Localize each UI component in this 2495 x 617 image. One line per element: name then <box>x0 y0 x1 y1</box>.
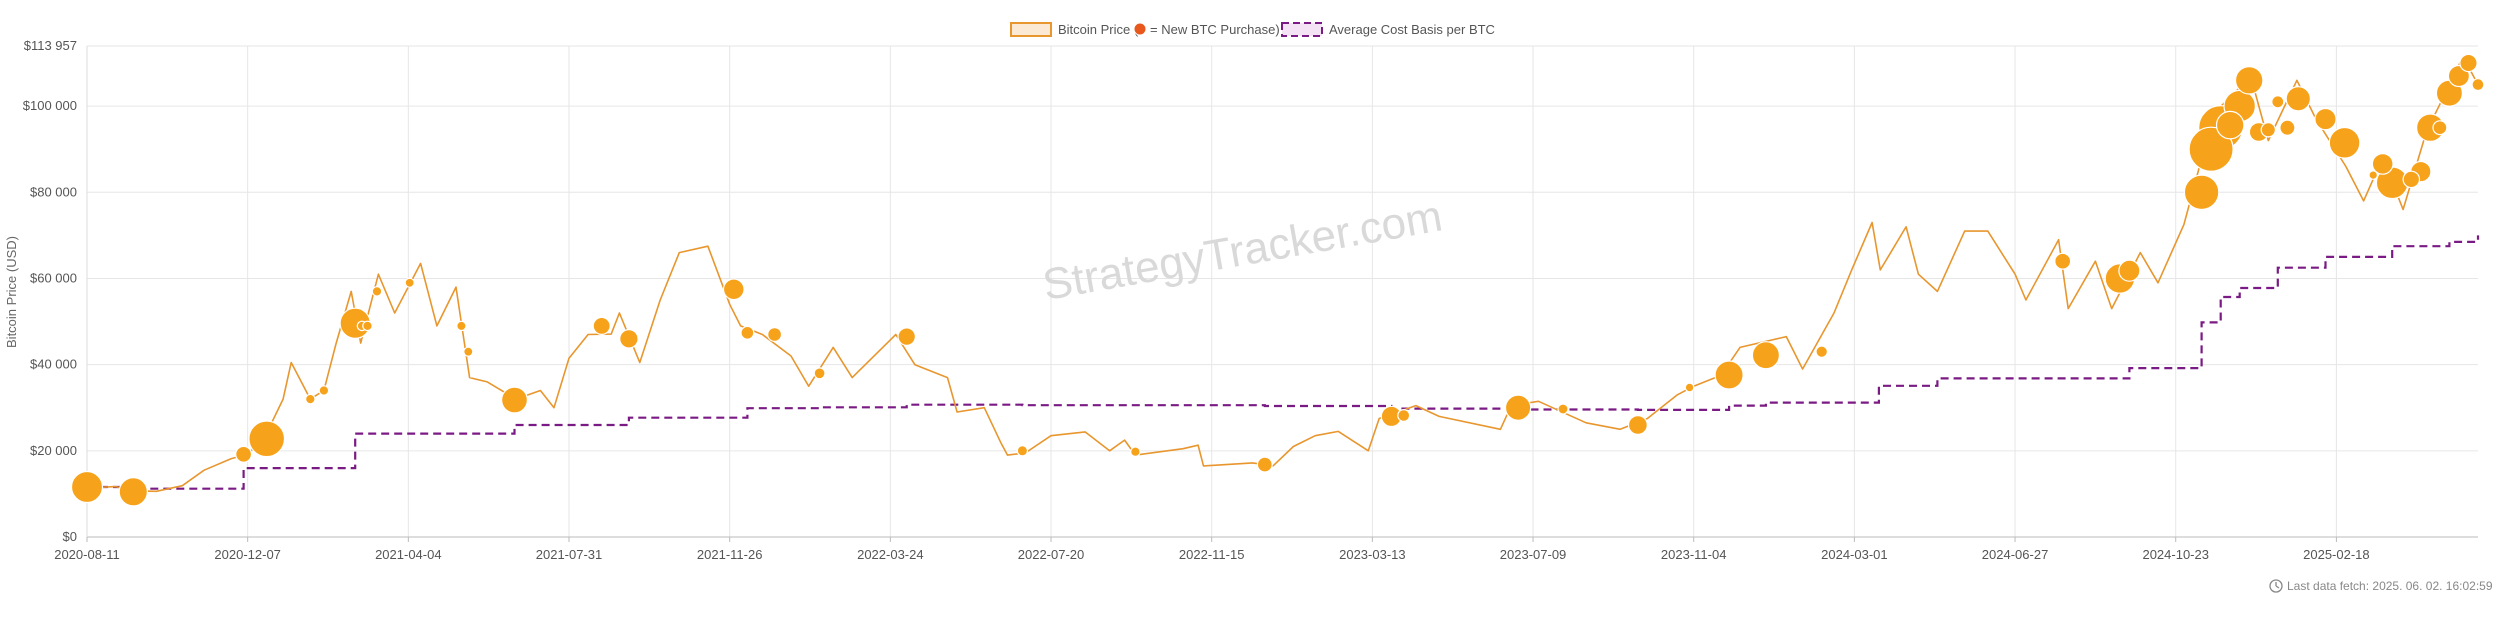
x-tick-label: 2023-07-09 <box>1500 547 1567 562</box>
legend-purchase-marker <box>1133 22 1147 36</box>
purchase-bubble <box>235 445 253 463</box>
purchase-bubble <box>1504 394 1532 421</box>
y-tick-label: $20 000 <box>30 443 77 458</box>
x-tick-label: 2023-03-13 <box>1339 547 1406 562</box>
y-tick-label: $0 <box>63 529 77 544</box>
purchase-bubble <box>2432 120 2448 136</box>
purchase-bubble <box>2118 259 2141 282</box>
purchase-bubble <box>767 327 783 343</box>
x-tick-label: 2020-12-07 <box>214 547 281 562</box>
purchase-bubble <box>304 393 316 405</box>
x-tick-label: 2022-11-15 <box>1179 547 1245 562</box>
axis-layer: $0 $20 000 $40 000 $60 000 $80 000 $100 000 $1… <box>23 38 2478 562</box>
purchase-bubble <box>1016 445 1029 457</box>
purchase-bubble <box>2314 107 2337 131</box>
purchase-bubble <box>2260 122 2276 138</box>
y-axis-title: Bitcoin Price (USD) <box>4 236 19 348</box>
purchase-bubble <box>1714 360 1744 390</box>
x-tick-label: 2021-04-04 <box>375 547 442 562</box>
cost-layer <box>87 235 2480 490</box>
purchase-bubble <box>1751 341 1781 370</box>
purchase-bubble <box>2285 86 2311 112</box>
purchase-bubble <box>722 278 745 301</box>
purchase-bubble <box>2188 126 2234 172</box>
purchase-bubble <box>2402 170 2421 189</box>
y-tick-label: $60 000 <box>30 270 77 285</box>
purchase-bubble <box>2371 152 2394 175</box>
x-tick-label: 2024-03-01 <box>1821 547 1888 562</box>
purchase-bubble <box>404 277 415 288</box>
purchase-bubble <box>2368 170 2378 180</box>
watermark: StrategyTracker.com <box>1039 191 1446 309</box>
purchase-bubble <box>2459 53 2478 73</box>
purchase-bubble <box>2183 174 2220 211</box>
purchase-bubble <box>463 346 474 357</box>
purchase-bubble <box>2271 95 2285 109</box>
x-tick-label: 2023-11-04 <box>1661 547 1727 562</box>
purchase-bubble <box>1684 382 1695 393</box>
purchase-bubble <box>118 477 149 507</box>
y-tick-label: $80 000 <box>30 184 77 199</box>
purchase-bubble <box>362 320 373 332</box>
x-tick-label: 2024-10-23 <box>2142 547 2209 562</box>
clock-icon <box>2269 579 2283 593</box>
x-tick-label: 2022-03-24 <box>857 547 924 562</box>
purchase-bubble <box>619 328 639 349</box>
x-tick-label: 2021-07-31 <box>536 547 603 562</box>
legend-cost-label[interactable]: Average Cost Basis per BTC <box>1329 22 1495 37</box>
purchase-bubble <box>592 316 611 335</box>
purchase-bubble <box>897 327 916 346</box>
purchase-bubble <box>248 420 286 458</box>
legend-cost-swatch[interactable] <box>1281 22 1323 37</box>
legend-price-swatch[interactable] <box>1010 22 1052 37</box>
purchase-bubble <box>70 470 104 504</box>
y-tick-label: $100 000 <box>23 98 77 113</box>
legend[interactable]: Bitcoin Price ( = New BTC Purchase) Aver… <box>1010 22 1495 37</box>
purchase-bubble <box>371 286 383 297</box>
purchase-layer <box>70 53 2485 507</box>
purchase-bubble <box>1130 446 1141 457</box>
footer: Last data fetch: 2025. 06. 02. 16:02:59 <box>2269 579 2493 593</box>
purchase-bubble <box>1256 456 1273 473</box>
purchase-bubble <box>740 325 755 340</box>
purchase-bubble <box>813 367 826 380</box>
purchase-bubble <box>501 386 529 414</box>
grid-layer <box>86 45 2478 538</box>
legend-price-label-suffix[interactable]: = New BTC Purchase) <box>1150 22 1280 37</box>
legend-price-label[interactable]: Bitcoin Price ( <box>1058 22 1139 37</box>
y-tick-label: $113 957 <box>24 38 77 53</box>
purchase-bubble <box>2054 252 2072 270</box>
purchase-bubble <box>1815 345 1828 358</box>
purchase-bubble <box>2328 126 2361 159</box>
purchase-bubble <box>1557 403 1569 415</box>
purchase-bubble <box>2234 66 2264 95</box>
x-tick-label: 2021-11-26 <box>697 547 763 562</box>
price-line <box>86 55 2479 493</box>
price-layer <box>86 55 2479 493</box>
footer-last-fetch: Last data fetch: 2025. 06. 02. 16:02:59 <box>2287 579 2493 593</box>
purchase-bubble <box>2279 119 2296 136</box>
x-tick-label: 2025-02-18 <box>2303 547 2370 562</box>
y-tick-label: $40 000 <box>30 357 77 372</box>
x-tick-label: 2022-07-20 <box>1018 547 1085 562</box>
purchase-bubble <box>456 320 467 332</box>
x-tick-label: 2024-06-27 <box>1982 547 2049 562</box>
purchase-bubble <box>2471 78 2485 92</box>
purchase-bubble <box>1627 415 1648 436</box>
x-tick-label: 2020-08-11 <box>54 547 120 562</box>
purchase-bubble <box>1397 409 1411 423</box>
purchase-bubble <box>2215 110 2245 140</box>
cost-basis-line <box>87 235 2480 490</box>
purchase-bubble <box>318 385 330 396</box>
